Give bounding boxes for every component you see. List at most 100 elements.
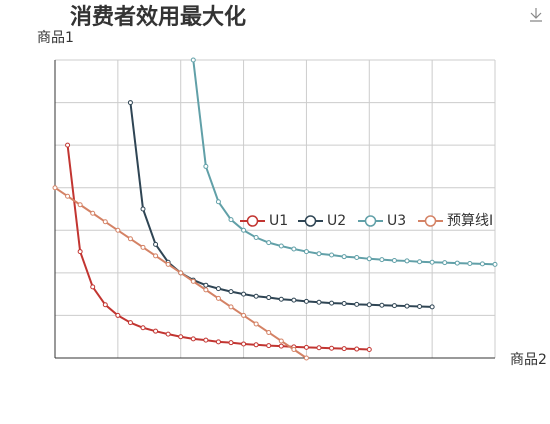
point — [215, 295, 221, 301]
point — [241, 341, 247, 347]
point — [316, 251, 322, 257]
point — [291, 297, 297, 303]
point — [127, 236, 133, 242]
point — [303, 355, 309, 361]
legend-item[interactable]: U2 — [298, 213, 346, 229]
point — [253, 321, 259, 327]
point — [140, 325, 146, 331]
point — [178, 334, 184, 340]
point — [329, 252, 335, 258]
point — [102, 302, 108, 308]
point — [278, 338, 284, 344]
point — [442, 260, 448, 266]
chart-title: 消费者效用最大化 — [70, 4, 246, 30]
download-icon[interactable] — [530, 8, 542, 22]
point — [379, 302, 385, 308]
point — [127, 100, 133, 106]
point — [203, 337, 209, 343]
legend-marker — [364, 215, 377, 227]
point — [203, 163, 209, 169]
point — [479, 261, 485, 267]
point — [228, 304, 234, 310]
point — [341, 254, 347, 260]
point — [52, 185, 58, 191]
legend-label: U2 — [327, 213, 346, 229]
point — [303, 298, 309, 304]
point — [266, 343, 272, 349]
point — [266, 295, 272, 301]
legend-item[interactable]: U1 — [240, 213, 288, 229]
point — [303, 249, 309, 255]
point — [115, 312, 121, 318]
point — [65, 142, 71, 148]
point — [391, 258, 397, 264]
curve — [192, 59, 496, 266]
point — [417, 259, 423, 265]
point — [190, 57, 196, 63]
point — [278, 296, 284, 302]
legend-label: 预算线I — [447, 213, 493, 229]
point — [215, 286, 221, 292]
point — [65, 193, 71, 199]
point — [366, 302, 372, 308]
point — [454, 260, 460, 266]
point — [241, 227, 247, 233]
point — [266, 329, 272, 335]
point — [278, 343, 284, 349]
point — [366, 346, 372, 352]
point — [153, 328, 159, 334]
point — [329, 345, 335, 351]
point — [354, 255, 360, 261]
point — [140, 206, 146, 212]
point — [90, 284, 96, 290]
point — [190, 278, 196, 284]
point — [153, 253, 159, 259]
point — [215, 339, 221, 345]
curve — [66, 145, 370, 351]
point — [303, 344, 309, 350]
point — [316, 345, 322, 351]
legend-marker — [424, 215, 437, 227]
legend-marker — [304, 215, 317, 227]
point — [115, 227, 121, 233]
point — [341, 346, 347, 352]
y-axis-label: 商品1 — [37, 30, 74, 46]
point — [253, 235, 259, 241]
point — [203, 282, 209, 288]
point — [429, 304, 435, 310]
point — [492, 261, 498, 267]
point — [77, 202, 83, 208]
point — [341, 301, 347, 307]
point — [379, 257, 385, 263]
point — [329, 300, 335, 306]
point — [178, 270, 184, 276]
legend-item[interactable]: 预算线I — [418, 213, 493, 229]
point — [228, 289, 234, 295]
point — [354, 346, 360, 352]
point — [153, 241, 159, 247]
point — [77, 249, 83, 255]
point — [228, 340, 234, 346]
point — [190, 336, 196, 342]
point — [203, 287, 209, 293]
point — [241, 291, 247, 297]
legend-label: U1 — [269, 213, 288, 229]
curve — [129, 102, 433, 308]
legend-item[interactable]: U3 — [358, 213, 406, 229]
point — [467, 260, 473, 266]
point — [404, 303, 410, 309]
point — [266, 240, 272, 246]
point — [140, 244, 146, 250]
point — [366, 256, 372, 262]
point — [102, 219, 108, 225]
point — [278, 243, 284, 249]
point — [391, 303, 397, 309]
legend-label: U3 — [387, 213, 406, 229]
point — [253, 342, 259, 348]
point — [127, 320, 133, 326]
point — [253, 293, 259, 299]
point — [316, 299, 322, 305]
point — [165, 261, 171, 267]
point — [228, 217, 234, 223]
